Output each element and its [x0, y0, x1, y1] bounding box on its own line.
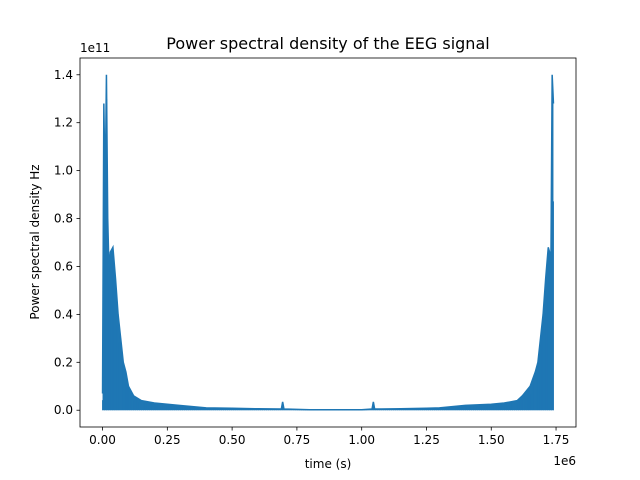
y-axis-ticks: 0.0 0.2 0.4 0.6 0.8 1.0 1.2 1.4 — [54, 68, 80, 417]
x-tick-label: 1.25 — [413, 433, 440, 447]
y-tick-label: 0.6 — [54, 259, 73, 273]
y-tick-label: 1.4 — [54, 68, 73, 82]
x-tick-label: 1.75 — [543, 433, 570, 447]
y-tick-label: 0.2 — [54, 355, 73, 369]
x-axis-label: time (s) — [305, 457, 352, 471]
plot-area — [101, 74, 555, 411]
x-tick-label: 0.25 — [154, 433, 181, 447]
y-tick-label: 0.8 — [54, 212, 73, 226]
x-tick-label: 0.75 — [284, 433, 311, 447]
y-tick-label: 0.4 — [54, 307, 73, 321]
y-axis-offset-text: 1e11 — [80, 41, 110, 55]
x-tick-label: 0.00 — [89, 433, 116, 447]
x-axis-ticks: 0.00 0.25 0.50 0.75 1.00 1.25 1.50 1.75 — [89, 427, 569, 447]
y-axis-label: Power spectral density Hz — [28, 164, 42, 319]
y-tick-label: 1.2 — [54, 116, 73, 130]
x-tick-label: 0.50 — [219, 433, 246, 447]
y-tick-label: 1.0 — [54, 164, 73, 178]
psd-spikes — [102, 99, 554, 411]
x-tick-label: 1.50 — [478, 433, 505, 447]
chart-title: Power spectral density of the EEG signal — [166, 34, 489, 53]
x-tick-label: 1.00 — [348, 433, 375, 447]
psd-series-line — [101, 74, 555, 411]
y-tick-label: 0.0 — [54, 403, 73, 417]
x-axis-offset-text: 1e6 — [553, 454, 576, 468]
axes-frame — [79, 57, 577, 428]
